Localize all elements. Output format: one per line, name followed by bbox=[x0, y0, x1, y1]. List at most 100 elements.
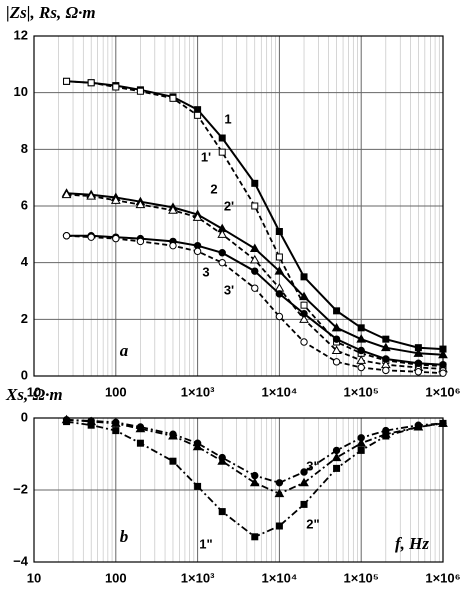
x-tick-label: 1×10⁴ bbox=[262, 570, 298, 585]
marker bbox=[168, 205, 178, 214]
x-tick-label: 1×10⁶ bbox=[425, 570, 460, 585]
series-label: 2 bbox=[210, 181, 217, 196]
plot-frame bbox=[33, 417, 444, 563]
panel-label: b bbox=[120, 527, 129, 546]
marker bbox=[251, 284, 259, 292]
x-tick-label: 1×10⁵ bbox=[344, 384, 379, 399]
marker bbox=[382, 366, 390, 375]
y-tick-label: 12 bbox=[14, 27, 28, 42]
marker bbox=[275, 479, 284, 487]
y-tick-label: 2 bbox=[21, 311, 28, 326]
plot-frame bbox=[33, 35, 444, 377]
x-tick-label: 1×10⁴ bbox=[262, 384, 298, 399]
marker bbox=[62, 416, 71, 424]
marker bbox=[136, 439, 144, 447]
marker bbox=[332, 335, 341, 343]
y-tick-label: −2 bbox=[13, 481, 28, 496]
marker bbox=[62, 232, 71, 240]
marker bbox=[357, 434, 365, 442]
marker bbox=[357, 446, 365, 454]
y-tick-label: 10 bbox=[14, 84, 28, 99]
marker bbox=[414, 359, 423, 367]
series-line bbox=[66, 80, 444, 367]
marker bbox=[300, 500, 308, 508]
marker bbox=[300, 309, 308, 318]
marker bbox=[251, 179, 259, 187]
marker bbox=[218, 249, 226, 257]
marker bbox=[300, 273, 308, 281]
marker bbox=[300, 468, 308, 476]
marker bbox=[299, 477, 309, 487]
marker bbox=[331, 345, 342, 354]
marker bbox=[251, 202, 259, 210]
panel-label: a bbox=[120, 341, 129, 360]
series-label: 1 bbox=[224, 111, 231, 126]
marker bbox=[218, 148, 226, 156]
marker bbox=[414, 368, 423, 376]
marker bbox=[194, 482, 202, 490]
marker bbox=[382, 335, 390, 343]
marker bbox=[439, 369, 447, 377]
marker bbox=[331, 452, 342, 462]
marker bbox=[249, 243, 260, 252]
marker bbox=[357, 363, 365, 372]
marker bbox=[300, 301, 308, 309]
marker bbox=[63, 77, 71, 85]
marker bbox=[299, 314, 309, 323]
marker bbox=[251, 533, 259, 541]
marker bbox=[275, 253, 283, 261]
x-axis-title: f, Hz bbox=[395, 534, 429, 553]
y-tick-label: 8 bbox=[21, 141, 28, 156]
marker bbox=[439, 360, 447, 369]
marker bbox=[333, 307, 341, 315]
marker bbox=[217, 229, 228, 238]
marker bbox=[87, 233, 95, 241]
marker bbox=[169, 457, 177, 465]
marker bbox=[299, 291, 309, 301]
marker bbox=[413, 348, 424, 357]
y-axis-title: Xs, Ω·m bbox=[5, 385, 63, 404]
marker bbox=[136, 87, 144, 95]
y-tick-label: 0 bbox=[21, 367, 28, 382]
marker bbox=[438, 349, 448, 359]
marker bbox=[382, 355, 390, 363]
marker bbox=[169, 94, 177, 102]
marker bbox=[61, 189, 72, 199]
marker bbox=[357, 346, 365, 355]
x-tick-label: 100 bbox=[105, 384, 127, 399]
marker bbox=[218, 134, 226, 142]
series-label: 3' bbox=[224, 282, 234, 297]
marker bbox=[169, 241, 177, 250]
marker bbox=[382, 426, 390, 435]
marker bbox=[414, 421, 423, 429]
y-tick-label: 6 bbox=[21, 197, 28, 212]
marker bbox=[193, 247, 202, 256]
marker bbox=[357, 324, 365, 332]
series-label: 2" bbox=[306, 516, 319, 531]
marker bbox=[380, 342, 391, 352]
marker bbox=[249, 477, 260, 487]
marker bbox=[274, 488, 285, 498]
x-tick-label: 1×10⁵ bbox=[344, 570, 379, 585]
marker bbox=[112, 427, 120, 435]
marker bbox=[135, 199, 146, 209]
marker bbox=[251, 471, 259, 480]
marker bbox=[218, 508, 226, 516]
x-tick-label: 10 bbox=[27, 570, 41, 585]
y-tick-label: −4 bbox=[13, 553, 29, 568]
marker bbox=[332, 358, 341, 366]
marker bbox=[439, 419, 447, 428]
marker bbox=[136, 237, 145, 246]
marker bbox=[194, 106, 202, 114]
marker bbox=[87, 79, 95, 87]
y-tick-label: 4 bbox=[21, 254, 29, 269]
y-tick-label: 0 bbox=[21, 409, 28, 424]
marker bbox=[356, 334, 367, 343]
series-label: 1" bbox=[199, 536, 212, 551]
series-label: 2' bbox=[224, 198, 234, 213]
marker bbox=[274, 266, 285, 275]
marker bbox=[218, 453, 226, 462]
marker bbox=[193, 439, 202, 447]
x-tick-label: 10 bbox=[27, 384, 41, 399]
